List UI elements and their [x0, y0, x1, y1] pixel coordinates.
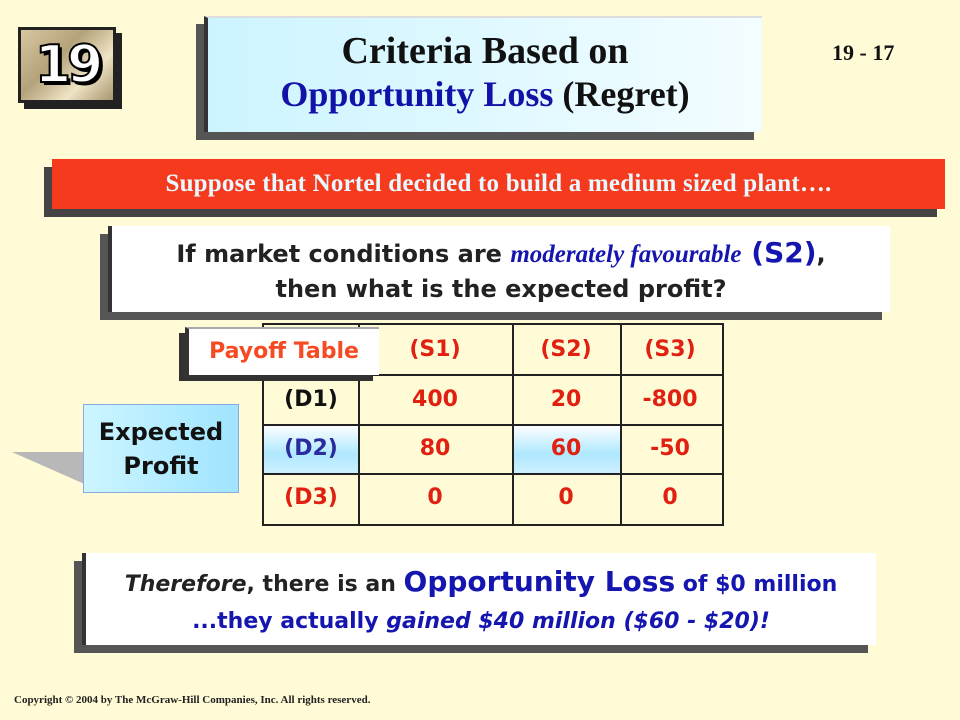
table-divider — [264, 374, 722, 376]
conclusion-line-1: Therefore, there is an Opportunity Loss … — [86, 563, 876, 604]
slide-number: 19 - 17 — [832, 40, 895, 65]
question-text-a: If market conditions are — [176, 240, 511, 268]
conclusion-text-d: ...they actually — [192, 609, 387, 634]
question-s2: (S2) — [741, 236, 817, 269]
d2-label-highlight — [264, 425, 358, 473]
row-label-d1: (D1) — [284, 386, 338, 412]
row-label-d3: (D3) — [284, 485, 338, 510]
question-comma: , — [816, 240, 826, 268]
cell-d1-s2: 20 — [550, 386, 582, 412]
col-header-s3: (S3) — [644, 337, 696, 362]
cell-d1-s3: -800 — [642, 386, 698, 412]
conclusion-text-c: of $0 million — [675, 572, 838, 597]
table-divider — [264, 424, 722, 426]
col-header-s2: (S2) — [540, 337, 592, 362]
question-box: If market conditions are moderately favo… — [108, 226, 890, 312]
therefore-text: Therefore — [124, 572, 247, 597]
conclusion-line-2: ...they actually gained $40 million ($60… — [86, 604, 876, 640]
chapter-badge: 19 — [18, 27, 116, 103]
d2-s2-highlight — [514, 425, 620, 473]
exclamation: ! — [759, 609, 770, 634]
table-divider — [264, 473, 722, 475]
question-italic: moderately favourable — [510, 241, 742, 268]
expected-profit-line-2: Profit — [123, 452, 199, 480]
conclusion-box: Therefore, there is an Opportunity Loss … — [82, 553, 876, 645]
col-header-s1: (S1) — [409, 337, 461, 362]
cell-d3-s2: 0 — [558, 485, 574, 510]
title-line-1: Criteria Based on — [341, 30, 629, 72]
title-box: Criteria Based on Opportunity Loss (Regr… — [204, 16, 762, 132]
cell-d1-s1: 400 — [412, 386, 458, 412]
row-label-d2: (D2) — [284, 436, 338, 461]
title-line-2: Opportunity Loss (Regret) — [208, 72, 762, 116]
expected-profit-line-1: Expected — [98, 418, 224, 446]
expected-profit-label: Expected Profit — [84, 405, 238, 492]
payoff-table-label: Payoff Table — [185, 327, 379, 375]
pointer-arrow-shape — [12, 452, 98, 490]
copyright-notice: Copyright © 2004 by The McGraw-Hill Comp… — [14, 694, 371, 706]
question-line-1: If market conditions are moderately favo… — [112, 236, 890, 272]
cell-d2-s2: 60 — [550, 436, 582, 461]
conclusion-text-b: , there is an — [246, 572, 404, 597]
payoff-table: (S1) (S2) (S3) (D1) 400 20 -800 (D2) 80 … — [262, 323, 724, 526]
scenario-banner: Suppose that Nortel decided to build a m… — [52, 159, 945, 209]
cell-d2-s3: -50 — [650, 436, 690, 461]
opportunity-loss-text: Opportunity Loss — [403, 565, 676, 598]
gained-text: gained $40 million ($60 - $20) — [386, 609, 760, 634]
cell-d3-s1: 0 — [427, 485, 443, 510]
title-blue-text: Opportunity Loss — [280, 74, 554, 114]
cell-d2-s1: 80 — [419, 436, 451, 461]
question-line-2: then what is the expected profit? — [275, 275, 727, 303]
title-regret-text: (Regret) — [553, 74, 690, 114]
cell-d3-s3: 0 — [662, 485, 678, 510]
